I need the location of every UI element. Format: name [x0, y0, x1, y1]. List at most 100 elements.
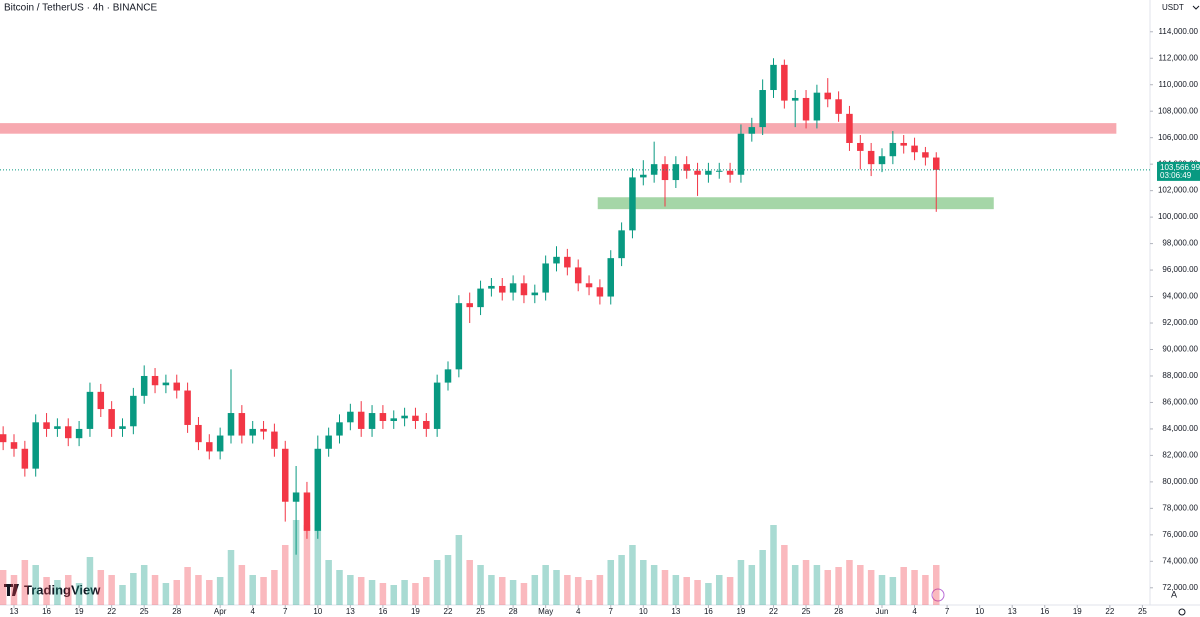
x-tick-label: 25	[140, 607, 149, 616]
volume-bar	[54, 580, 61, 605]
candle-body	[292, 492, 300, 502]
volume-bar	[390, 585, 398, 605]
currency-dropdown[interactable]	[1192, 5, 1200, 10]
y-tick-label: 80,000.00	[1162, 477, 1198, 486]
volume-bar	[661, 570, 669, 605]
volume-bar	[824, 570, 832, 605]
candle-body	[173, 382, 181, 391]
volume-bar	[455, 535, 463, 605]
volume-bar	[672, 575, 680, 605]
volume-bar	[867, 570, 875, 605]
candle-body	[238, 413, 246, 436]
candle-body	[574, 267, 582, 284]
candle-body	[64, 426, 72, 439]
y-tick-label: 88,000.00	[1162, 371, 1198, 380]
volume-bar	[564, 575, 571, 605]
x-tick-label: 19	[75, 607, 84, 616]
candle-body	[423, 420, 430, 429]
candle-body	[781, 64, 788, 101]
volume-bar	[683, 577, 690, 605]
lightning-icon[interactable]	[931, 588, 945, 602]
candle-body	[390, 418, 398, 421]
volume-bar	[97, 570, 105, 605]
candle-body	[260, 428, 267, 432]
x-tick-label: 25	[802, 607, 811, 616]
x-tick-label: 19	[736, 607, 745, 616]
volume-bar	[10, 575, 18, 605]
auto-scale-button[interactable]: A	[1171, 589, 1177, 599]
x-tick-label: 16	[704, 607, 713, 616]
candle-body	[564, 256, 571, 268]
candle-body	[130, 395, 137, 427]
candle-body	[531, 292, 539, 296]
volume-bar	[748, 565, 756, 605]
candle-body	[379, 413, 387, 421]
volume-bar	[802, 560, 810, 605]
volume-bar	[715, 575, 723, 605]
candle-body	[672, 164, 680, 181]
candle-body	[43, 422, 50, 429]
volume-bar	[336, 570, 343, 605]
candle-body	[271, 431, 278, 449]
x-tick-label: 16	[42, 607, 51, 616]
x-tick-label: 13	[10, 607, 19, 616]
candle-body	[303, 492, 311, 531]
y-tick-label: 76,000.00	[1162, 530, 1198, 539]
volume-bar	[878, 575, 886, 605]
volume-bar	[737, 560, 745, 605]
logo[interactable]: TradingView	[4, 582, 101, 597]
candle-body	[889, 142, 897, 157]
volume-bar	[325, 560, 332, 605]
volume-bar	[531, 575, 539, 605]
settings-icon[interactable]	[1178, 608, 1186, 616]
volume-bar	[694, 580, 701, 605]
volume-bar	[173, 580, 181, 605]
volume-bar	[835, 567, 842, 605]
candle-body	[86, 391, 94, 429]
volume-bar	[932, 565, 940, 605]
volume-bar	[43, 577, 50, 605]
volume-bar	[347, 575, 354, 605]
volume-bar	[520, 583, 528, 605]
x-tick-label: 4	[912, 607, 917, 616]
volume-bar	[650, 565, 658, 605]
volume-bar	[433, 560, 441, 605]
volume-bar	[781, 545, 788, 605]
volume-bar	[726, 577, 734, 605]
candle-body	[477, 288, 484, 308]
volume-bar	[444, 555, 452, 605]
candle-body	[412, 415, 419, 421]
volume-bar	[770, 525, 777, 605]
candle-body	[347, 411, 354, 423]
candle-body	[867, 150, 875, 165]
candle-body	[618, 230, 625, 259]
y-tick-label: 92,000.00	[1162, 318, 1198, 327]
volume-bar	[249, 575, 256, 605]
volume-bar	[271, 570, 278, 605]
volume-bar	[314, 530, 322, 605]
volume-bar	[303, 525, 311, 605]
volume-bar	[368, 580, 376, 605]
logo-icon	[4, 584, 19, 596]
candle-body	[932, 157, 940, 170]
volume-bar	[281, 545, 289, 605]
volume-bar	[498, 577, 506, 605]
volume-bar	[423, 577, 430, 605]
x-tick-label: 22	[444, 607, 453, 616]
candle-body	[748, 127, 756, 134]
candle-body	[336, 422, 343, 436]
volume-bar	[227, 550, 235, 605]
volume-bar	[412, 583, 419, 605]
candle-body	[21, 448, 29, 469]
volume-bar	[846, 560, 853, 605]
volume-bar	[629, 545, 636, 605]
volume-bar	[477, 565, 484, 605]
candle-body	[813, 92, 821, 121]
y-tick-label: 94,000.00	[1162, 292, 1198, 301]
candle-body	[195, 424, 202, 443]
volume-bar	[64, 575, 72, 605]
currency[interactable]: USDT	[1162, 3, 1184, 12]
logo-text: TradingView	[24, 582, 101, 597]
volume-bar	[195, 575, 202, 605]
candle-body	[498, 285, 506, 293]
